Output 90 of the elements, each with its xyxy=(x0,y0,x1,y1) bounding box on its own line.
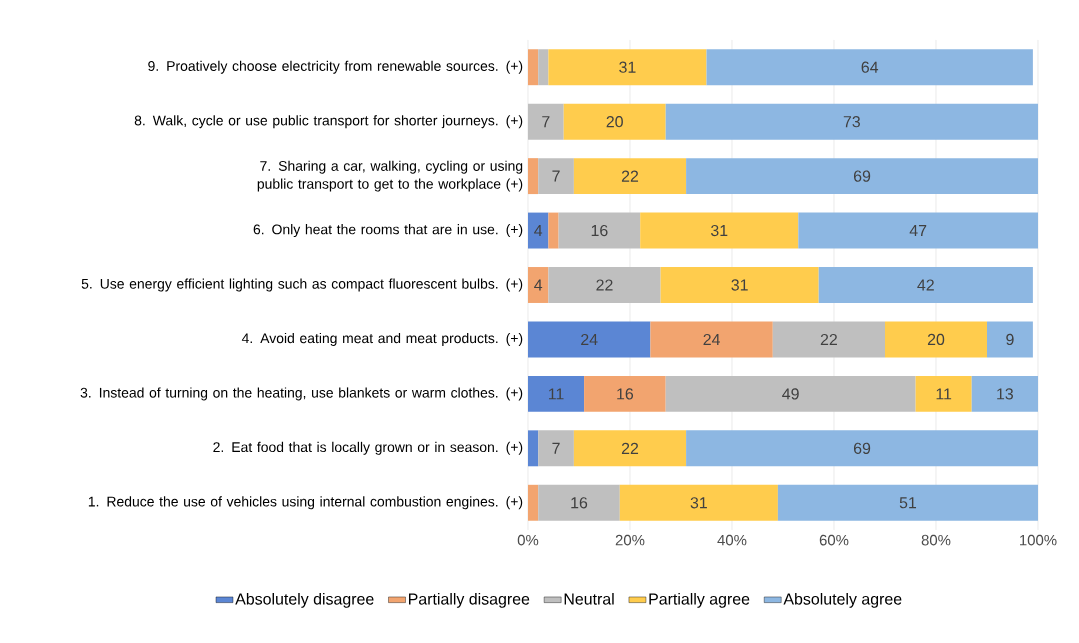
data-label: 7 xyxy=(552,170,560,182)
data-label: 31 xyxy=(731,279,748,291)
data-label: 49 xyxy=(782,388,799,400)
data-label: 51 xyxy=(899,497,917,509)
legend-label: Partially agree xyxy=(649,592,750,608)
data-label: 20 xyxy=(606,116,623,128)
x-tick-label: 40% xyxy=(717,534,747,546)
bar xyxy=(818,267,1033,303)
x-tick-label: 100% xyxy=(1020,534,1057,546)
y-tick-label: 3. Instead of turning on the heating, use blankets or warm clothes. (+) xyxy=(80,387,523,401)
bar xyxy=(527,158,539,195)
bar xyxy=(527,484,539,521)
data-label: 31 xyxy=(710,224,728,237)
bar xyxy=(706,49,1033,86)
bar xyxy=(548,212,559,249)
data-label: 11 xyxy=(548,388,564,400)
bar xyxy=(686,430,1038,467)
bar xyxy=(665,103,1038,140)
data-label: 11 xyxy=(936,388,952,400)
legend-label: Absolutely disagree xyxy=(235,592,374,608)
data-label: 16 xyxy=(617,388,634,400)
y-tick-label: 1. Reduce the use of vehicles using internal combustion engines. (+) xyxy=(88,496,523,510)
legend-label: Partially disagree xyxy=(409,592,530,608)
y-tick-label: 4. Avoid eating meat and meat products. (+) xyxy=(241,332,523,346)
data-label: 31 xyxy=(690,497,707,509)
data-label: 42 xyxy=(917,279,934,291)
bar xyxy=(650,321,773,358)
bar xyxy=(660,267,819,303)
data-label: 16 xyxy=(591,224,608,237)
data-label: 22 xyxy=(621,442,639,454)
data-label: 20 xyxy=(927,333,945,346)
bar xyxy=(563,103,666,140)
y-tick-label: 2. Eat food that is locally grown or in season. (+) xyxy=(213,441,523,455)
bar xyxy=(527,103,564,140)
bar xyxy=(971,375,1038,412)
y-tick-label: 6. Only heat the rooms that are in use. (+) xyxy=(253,224,523,238)
legend-label: Absolutely agree xyxy=(783,592,902,608)
data-label: 47 xyxy=(909,225,927,237)
bar xyxy=(772,321,885,358)
data-label: 64 xyxy=(861,61,879,73)
data-label: 22 xyxy=(621,170,639,182)
bar xyxy=(527,375,585,412)
bar xyxy=(686,158,1038,195)
bar xyxy=(573,430,687,467)
data-label: 16 xyxy=(571,497,588,509)
bar xyxy=(665,375,916,412)
bar xyxy=(915,375,972,412)
bar xyxy=(884,321,987,358)
data-label: 69 xyxy=(853,170,871,182)
bar xyxy=(527,212,549,249)
x-tick-label: 20% xyxy=(615,534,645,546)
data-label: 9 xyxy=(1006,333,1014,346)
bar xyxy=(527,321,651,358)
bar xyxy=(527,49,539,86)
y-tick-label: 9. Proatively choose electricity from renewable sources. (+) xyxy=(148,60,523,74)
y-tick-label: 5. Use energy efficient lighting such as compact fluorescent bulbs. (+) xyxy=(81,278,523,292)
data-label: 73 xyxy=(843,116,860,128)
bar xyxy=(527,430,539,467)
data-label: 22 xyxy=(820,333,837,345)
data-label: 69 xyxy=(853,442,871,454)
data-label: 7 xyxy=(542,116,550,128)
data-label: 22 xyxy=(596,279,613,291)
data-label: 24 xyxy=(703,333,720,345)
data-label: 31 xyxy=(619,61,636,73)
x-tick-label: 60% xyxy=(819,534,849,546)
data-label: 13 xyxy=(997,388,1013,400)
bar xyxy=(548,49,707,86)
bar xyxy=(538,49,549,86)
data-label: 24 xyxy=(581,333,598,345)
bar xyxy=(986,321,1033,358)
bar xyxy=(584,375,666,412)
bar xyxy=(538,430,574,467)
bar xyxy=(548,267,661,303)
bar xyxy=(640,212,799,249)
bar xyxy=(798,212,1038,249)
bar xyxy=(777,484,1038,521)
data-label: 4 xyxy=(534,279,543,291)
bar xyxy=(538,484,620,521)
bar xyxy=(619,484,778,521)
data-label: 4 xyxy=(534,225,543,237)
bar xyxy=(538,158,574,195)
bar xyxy=(558,212,641,249)
bar xyxy=(527,267,549,303)
y-tick-label: 7. Sharing a car, walking, cycling or using public transport to get to the workplace (+) xyxy=(257,160,523,192)
data-label: 7 xyxy=(552,442,560,454)
bar xyxy=(573,158,687,195)
y-tick-label: 8. Walk, cycle or use public transport for shorter journeys. (+) xyxy=(134,115,523,129)
x-tick-label: 0% xyxy=(517,534,539,546)
x-tick-label: 80% xyxy=(921,534,951,546)
legend-label: Neutral xyxy=(564,592,614,605)
